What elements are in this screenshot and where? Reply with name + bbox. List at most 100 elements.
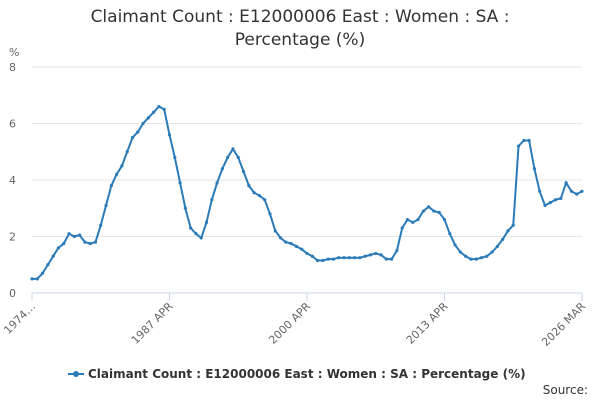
data-point <box>390 257 394 261</box>
data-point <box>421 209 425 213</box>
data-point <box>167 133 172 137</box>
data-point <box>310 254 314 258</box>
data-point <box>173 155 177 159</box>
data-point <box>141 121 145 126</box>
data-point <box>284 240 288 244</box>
legend-label: Claimant Count : E12000006 East : Women … <box>88 367 526 381</box>
data-point <box>495 244 499 248</box>
data-point <box>437 210 441 215</box>
y-tick-label: 4 <box>9 174 16 187</box>
data-point <box>51 254 55 258</box>
y-tick-label: 2 <box>9 231 16 244</box>
data-point <box>469 257 473 261</box>
data-point <box>464 254 468 258</box>
data-point <box>368 253 373 257</box>
data-point <box>559 196 563 200</box>
data-point <box>199 236 203 240</box>
y-axis-label: % <box>9 46 19 59</box>
data-point <box>125 150 129 154</box>
data-point <box>88 241 92 246</box>
data-point <box>485 254 489 258</box>
data-point <box>226 155 230 159</box>
data-point <box>273 229 277 233</box>
data-point <box>342 256 346 260</box>
data-point <box>548 201 552 205</box>
data-point <box>575 192 579 196</box>
data-point <box>374 251 378 256</box>
x-tick-label: 1974… <box>1 300 38 337</box>
data-point <box>257 193 262 198</box>
data-point <box>458 250 462 254</box>
y-tick-label: 6 <box>9 118 16 131</box>
data-point <box>315 258 320 263</box>
data-point <box>511 223 515 227</box>
data-point <box>220 167 224 171</box>
data-point <box>580 189 584 193</box>
data-point <box>115 172 119 176</box>
data-point <box>236 155 240 159</box>
data-point <box>522 138 526 143</box>
y-tick-label: 0 <box>9 287 16 300</box>
data-point <box>157 104 161 109</box>
data-point <box>352 256 357 260</box>
data-point <box>268 212 272 216</box>
data-point <box>289 241 293 246</box>
data-point <box>146 116 150 120</box>
data-point <box>93 240 98 244</box>
data-point <box>405 217 410 222</box>
data-point <box>231 147 235 151</box>
data-point <box>67 232 71 236</box>
data-point <box>210 198 214 202</box>
data-point <box>35 277 39 281</box>
data-point <box>411 220 415 224</box>
data-point <box>109 184 113 188</box>
data-point <box>516 144 521 148</box>
data-point <box>453 243 457 247</box>
data-point <box>62 241 66 246</box>
data-point <box>77 233 82 237</box>
data-point <box>194 232 198 236</box>
y-tick-label: 8 <box>9 61 16 74</box>
data-point <box>152 110 156 114</box>
data-point <box>83 240 87 244</box>
data-point <box>506 229 510 233</box>
data-point <box>479 256 484 260</box>
data-point <box>178 181 182 185</box>
data-point <box>379 253 383 257</box>
data-point <box>204 220 209 224</box>
data-point <box>278 236 283 240</box>
data-point <box>337 256 341 260</box>
data-point <box>321 258 325 263</box>
data-point <box>543 203 547 208</box>
chart-title: Claimant Count : E12000006 East : Women … <box>90 7 510 50</box>
data-point <box>72 234 76 239</box>
data-point <box>553 198 558 202</box>
data-point <box>363 254 367 258</box>
data-point <box>130 136 135 140</box>
data-point <box>448 232 452 236</box>
data-point <box>474 257 478 261</box>
data-point <box>501 237 505 241</box>
data-point <box>183 206 187 210</box>
data-point <box>532 167 537 171</box>
data-point <box>395 249 399 253</box>
data-point <box>300 247 304 251</box>
data-point <box>326 257 330 261</box>
legend-marker <box>73 371 79 377</box>
data-point <box>416 217 420 222</box>
data-point <box>252 191 256 195</box>
x-tick-label: 1987 APR <box>129 300 176 347</box>
data-point <box>331 257 336 261</box>
x-tick-label: 2013 APR <box>404 300 451 347</box>
data-point <box>189 226 193 230</box>
data-point <box>294 244 299 248</box>
data-point <box>162 107 166 111</box>
data-point <box>30 277 34 281</box>
data-point <box>538 189 542 193</box>
data-point <box>40 271 45 275</box>
data-point <box>104 203 108 208</box>
data-point <box>442 217 447 222</box>
legend-item: Claimant Count : E12000006 East : Women … <box>68 367 526 381</box>
